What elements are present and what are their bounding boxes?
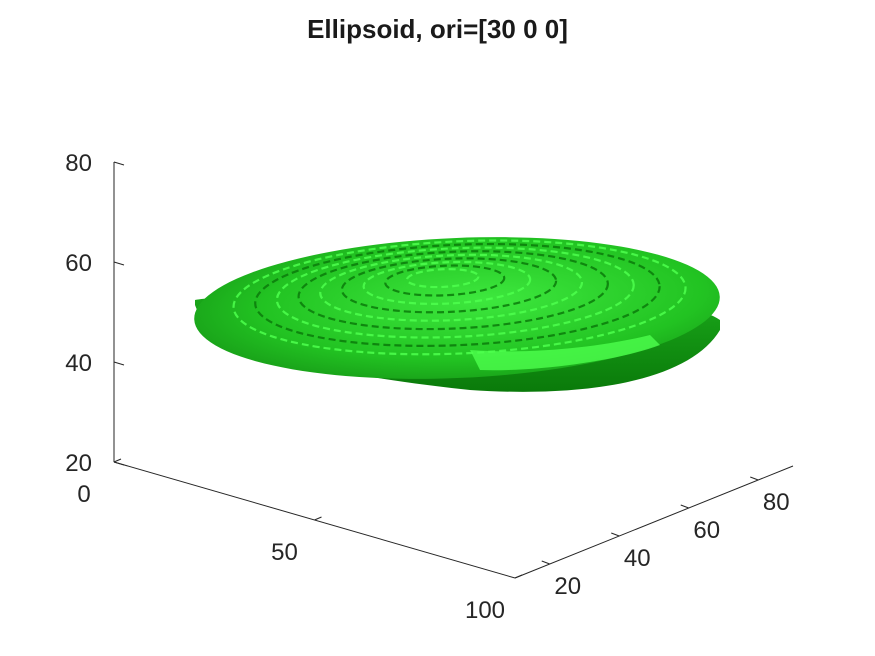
z-tick-mark xyxy=(113,161,125,166)
y-tick-label: 60 xyxy=(693,517,720,544)
contour-ring xyxy=(405,268,480,289)
y-tick-label: 40 xyxy=(624,545,651,572)
contour-ring xyxy=(297,250,609,331)
z-tick-label: 20 xyxy=(65,450,92,477)
z-tick-mark xyxy=(113,261,125,266)
y-tick-label: 20 xyxy=(554,573,581,600)
x-tick-label: 50 xyxy=(271,539,298,566)
chart-title: Ellipsoid, ori=[30 0 0] xyxy=(307,14,568,44)
ellipsoid-front-highlight xyxy=(470,335,660,371)
contour-ring xyxy=(340,257,558,314)
y-tick-label: 80 xyxy=(763,489,790,516)
x-tick-mark xyxy=(514,574,523,579)
y-tick-mark xyxy=(541,560,550,565)
contour-ring xyxy=(232,239,687,356)
z-tick-label: 60 xyxy=(65,250,92,277)
ellipsoid-contour-rings xyxy=(232,239,687,356)
y-tick-mark xyxy=(750,476,759,481)
contour-ring xyxy=(275,246,635,339)
x-tick-mark xyxy=(314,516,322,521)
x-tick-label: 0 xyxy=(77,481,90,508)
contour-ring xyxy=(319,253,584,322)
y-tick-mark xyxy=(611,532,620,537)
z-tick-label: 40 xyxy=(65,350,92,377)
z-tick-label: 80 xyxy=(65,150,92,177)
ellipsoid-surface xyxy=(194,237,720,392)
contour-ring xyxy=(362,260,532,305)
contour-ring xyxy=(384,264,506,297)
y-axis-line xyxy=(514,465,794,579)
x-tick-mark xyxy=(113,458,122,463)
x-tick-label: 100 xyxy=(465,597,505,624)
axes: 20 40 60 80 0 50 100 20 40 60 80 xyxy=(65,150,794,624)
contour-ring xyxy=(254,242,661,347)
z-tick-mark xyxy=(113,461,125,466)
y-tick-mark xyxy=(680,504,689,509)
z-tick-mark xyxy=(113,361,125,366)
